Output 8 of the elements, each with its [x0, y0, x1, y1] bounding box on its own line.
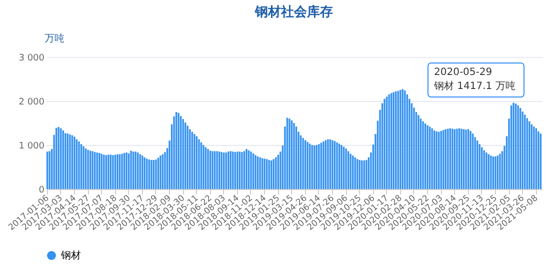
y-axis-title: 万吨 — [44, 32, 64, 44]
chart-title: 钢材社会库存 — [254, 4, 333, 20]
y-tick-label: 3 000 — [18, 54, 45, 64]
annotation: 2020-05-29 钢材 1417.1 万吨 — [433, 67, 516, 92]
y-tick-label: 0 — [38, 186, 45, 196]
legend-label: 钢材 — [60, 250, 81, 262]
y-tick-label: 1 000 — [18, 142, 45, 152]
y-tick-label: 2 000 — [18, 98, 45, 108]
